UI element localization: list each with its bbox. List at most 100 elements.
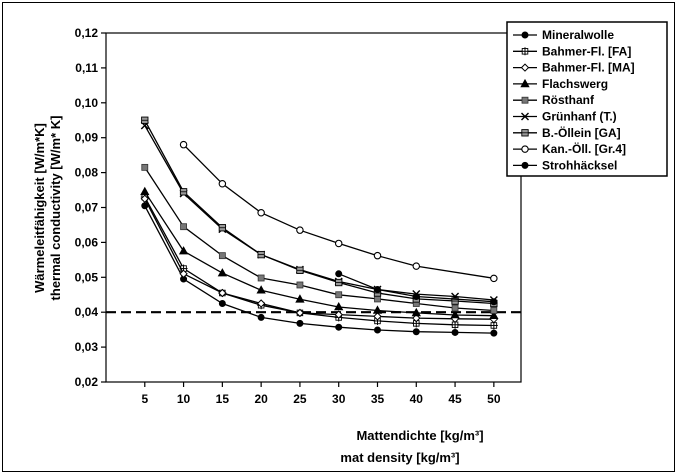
chart-frame [2, 2, 675, 472]
series-7 [141, 116, 498, 308]
y-axis-title-2: thermal conductivity [W/m* K] [48, 116, 63, 301]
x-axis: 5 10 15 20 25 30 35 40 45 50 [141, 382, 501, 406]
data-point [450, 309, 460, 319]
data-point [334, 239, 343, 248]
x-tick-label: 40 [410, 392, 424, 406]
x-tick-label: 10 [177, 392, 191, 406]
data-point [178, 246, 189, 255]
data-point [490, 274, 498, 283]
data-point [489, 310, 499, 319]
data-point [412, 292, 420, 300]
legend-marker [521, 129, 529, 137]
legend-item: Kan.-Öll. [Gr.4] [513, 141, 626, 156]
data-point [257, 208, 265, 217]
data-point [490, 298, 498, 306]
data-point [218, 180, 227, 188]
data-point [256, 285, 266, 294]
data-point [179, 188, 188, 196]
data-point [490, 307, 498, 314]
series-2 [140, 193, 498, 330]
y-tick-label: 0,02 [75, 375, 99, 389]
data-point [412, 262, 421, 270]
legend-label: Grünhanf (T.) [542, 110, 617, 124]
data-point [218, 224, 227, 232]
legend-label: B.-Öllein [GA] [542, 125, 621, 140]
data-point [141, 163, 149, 171]
legend-item: Bahmer-Fl. [MA] [513, 61, 635, 75]
data-point [256, 299, 266, 308]
legend-item: B.-Öllein [GA] [513, 125, 621, 140]
data-point [218, 288, 227, 298]
series-5 [141, 163, 498, 314]
y-axis-title-1: Wärmeleitfähigkeit [W/m*K] [32, 123, 47, 293]
data-point [412, 313, 421, 323]
y-tick-label: 0,08 [75, 166, 99, 180]
data-point [257, 250, 265, 259]
data-point [141, 116, 149, 124]
series-line [144, 119, 494, 305]
legend-label: Mineralwolle [542, 28, 614, 42]
legend-item: Rösthanf [513, 93, 595, 107]
legend-label: Kan.-Öll. [Gr.4] [542, 141, 626, 156]
data-point [335, 278, 343, 287]
data-point [335, 270, 343, 278]
legend-item: Mineralwolle [513, 28, 614, 42]
x-tick-label: 45 [448, 392, 462, 406]
legend-label: Rösthanf [542, 93, 595, 107]
legend-marker [521, 161, 529, 169]
y-tick-label: 0,03 [75, 340, 99, 354]
x-tick-label: 35 [371, 392, 385, 406]
data-point [412, 328, 420, 336]
data-point [374, 295, 381, 303]
legend-label: Flachswerg [542, 77, 608, 91]
legend: Mineralwolle Bahmer-Fl. [FA] Bahmer-Fl. [M… [506, 21, 668, 177]
data-point [373, 251, 382, 260]
data-point [451, 297, 459, 305]
x-tick-label: 20 [254, 392, 268, 406]
data-point [296, 226, 304, 234]
y-tick-label: 0,05 [75, 270, 99, 284]
legend-marker [521, 112, 529, 121]
x-axis-title-1: Mattendichte [kg/m³] [356, 428, 483, 443]
data-point [335, 291, 343, 299]
legend-marker [521, 31, 529, 39]
data-point [373, 312, 382, 321]
data-point [411, 307, 421, 317]
x-tick-label: 25 [293, 392, 307, 406]
legend-item: Flachswerg [513, 77, 608, 91]
data-point [451, 328, 459, 336]
x-axis-title-2: mat density [kg/m³] [340, 450, 459, 465]
x-tick-label: 5 [141, 392, 148, 406]
legend-label: Bahmer-Fl. [MA] [542, 61, 635, 75]
data-point [179, 140, 188, 149]
data-point [218, 299, 226, 307]
y-tick-label: 0,12 [75, 26, 99, 40]
y-tick-label: 0,06 [75, 235, 99, 249]
legend-marker [521, 47, 529, 56]
series-line [144, 196, 494, 327]
legend-label: Strohhäcksel [542, 158, 617, 172]
data-point [334, 301, 344, 311]
data-point [334, 310, 343, 319]
x-tick-label: 50 [487, 392, 501, 406]
legend-item: Grünhanf (T.) [513, 110, 617, 124]
data-point [335, 323, 343, 331]
y-tick-label: 0,11 [75, 61, 98, 75]
data-point [217, 268, 228, 277]
data-point [296, 281, 304, 289]
series-4 [140, 186, 499, 319]
legend-label: Bahmer-Fl. [FA] [542, 44, 631, 58]
data-point [140, 194, 149, 203]
data-point [218, 252, 226, 260]
data-point [257, 313, 265, 321]
series-line [144, 205, 494, 334]
data-point [296, 266, 304, 274]
x-tick-label: 15 [216, 392, 230, 406]
y-axis: 0,02 0,03 0,04 0,05 0,06 0,07 0,08 0,09 0,10 0,11… [75, 26, 106, 389]
legend-item: Strohhäcksel [513, 158, 617, 172]
data-point [295, 308, 305, 318]
series-1 [141, 202, 498, 337]
series-line [338, 273, 494, 303]
x-tick-label: 30 [332, 392, 346, 406]
